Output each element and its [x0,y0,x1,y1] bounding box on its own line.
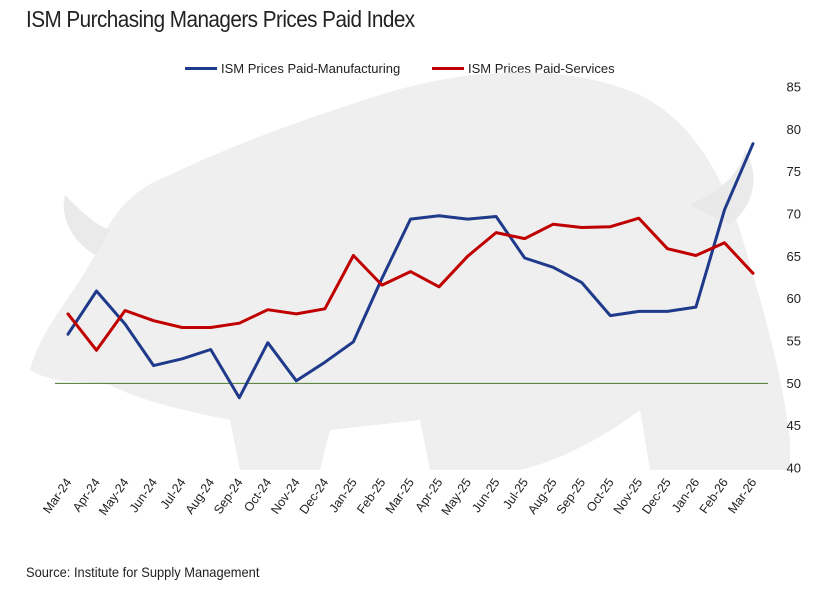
series-lines [66,142,755,400]
x-tick-label: Feb-26 [697,476,731,517]
x-tick-label: Dec-24 [297,476,332,517]
x-tick-label: Mar-26 [725,476,759,517]
x-tick-label: Aug-24 [183,476,218,517]
x-tick-label: Nov-25 [611,476,646,517]
legend-item-services: ISM Prices Paid-Services [432,61,615,76]
y-axis: 40 45 50 55 60 65 70 75 80 85 [787,80,801,476]
x-tick-label: Mar-25 [383,476,417,517]
x-tick-label: May-24 [96,476,131,518]
x-tick-label: May-25 [439,476,474,518]
x-tick-label: Nov-24 [268,476,303,517]
x-tick-label: Sep-24 [211,476,246,517]
x-tick-label: Sep-25 [554,476,589,517]
y-tick-label: 65 [787,249,801,264]
chart-legend: ISM Prices Paid-Manufacturing ISM Prices… [0,61,835,81]
y-tick-label: 85 [787,80,801,95]
y-tick-label: 40 [787,461,801,476]
legend-swatch-manufacturing [185,67,217,70]
x-tick-label: Aug-25 [525,476,560,517]
x-tick-label: Mar-24 [40,476,74,517]
x-tick-label: Jun-25 [469,476,502,515]
x-tick-label: Feb-25 [354,476,388,517]
x-axis: Mar-24Apr-24May-24Jun-24Jul-24Aug-24Sep-… [40,476,759,518]
y-tick-label: 50 [787,376,801,391]
y-tick-label: 60 [787,291,801,306]
legend-label-services: ISM Prices Paid-Services [468,61,615,76]
y-tick-label: 70 [787,207,801,222]
x-tick-label: Jun-24 [127,476,160,515]
y-tick-label: 55 [787,334,801,349]
y-tick-label: 80 [787,122,801,137]
legend-label-manufacturing: ISM Prices Paid-Manufacturing [221,61,401,76]
y-tick-label: 75 [787,164,801,179]
y-tick-label: 45 [787,418,801,433]
legend-item-manufacturing: ISM Prices Paid-Manufacturing [185,61,400,76]
chart-title: ISM Purchasing Managers Prices Paid Inde… [26,6,415,32]
x-tick-label: Dec-25 [639,476,674,517]
legend-swatch-services [432,67,464,70]
source-note: Source: Institute for Supply Management [26,564,260,580]
